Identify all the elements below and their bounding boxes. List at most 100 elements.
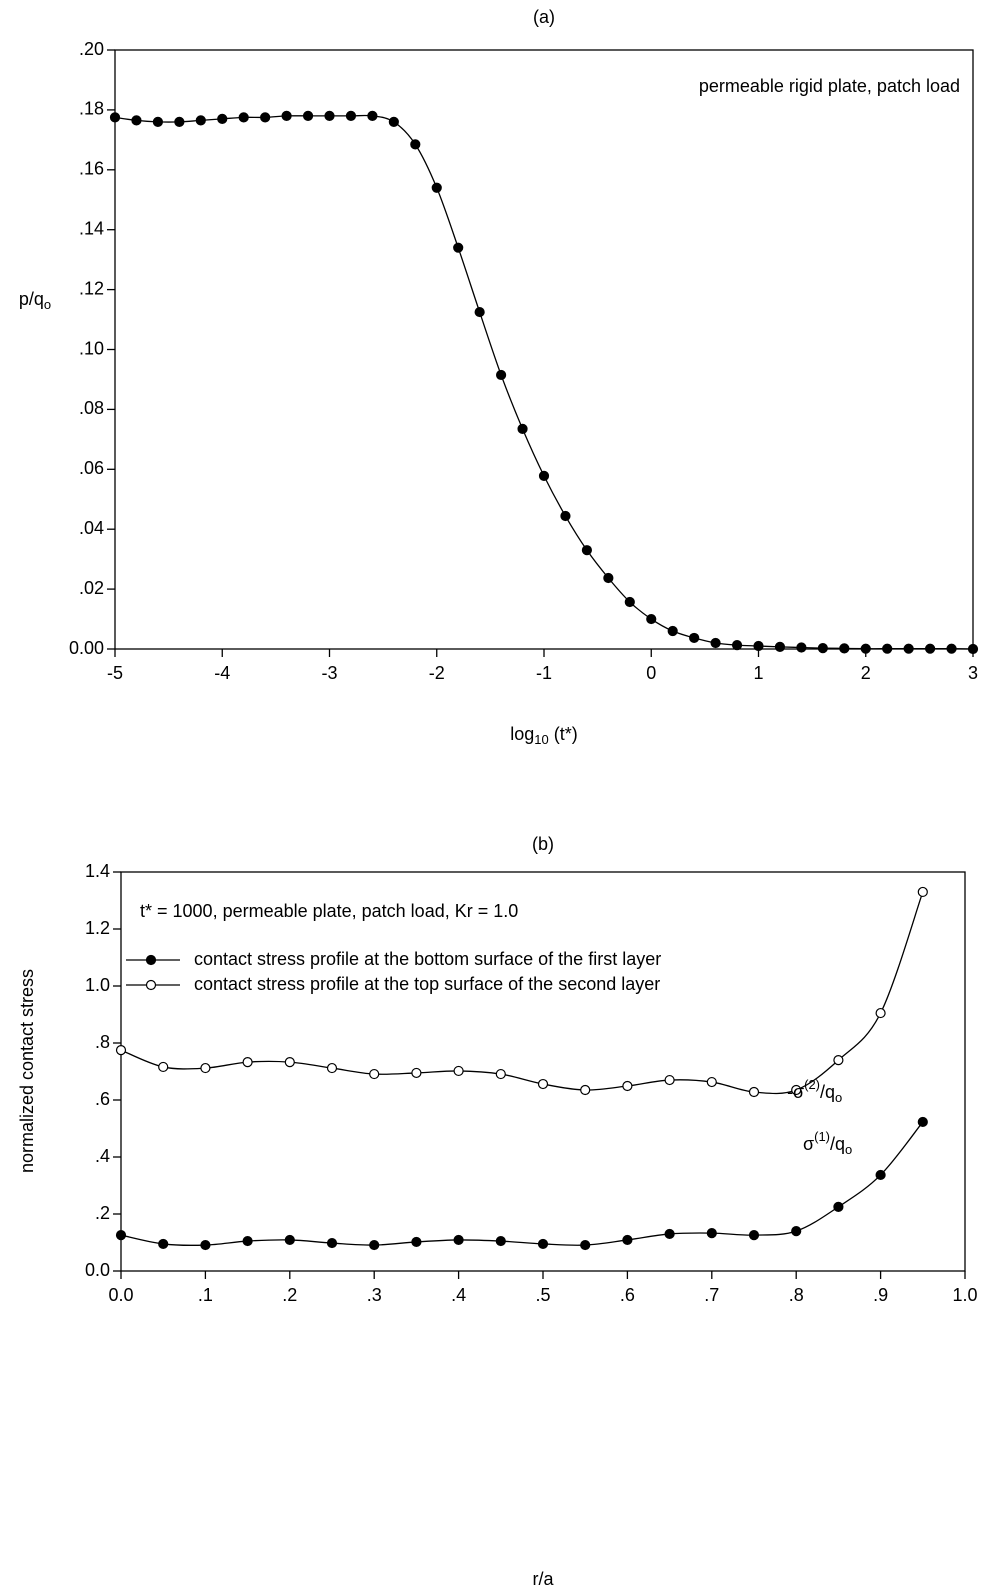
x-axis-label-part: log bbox=[510, 724, 534, 744]
curve-label-part: (2) bbox=[804, 1077, 820, 1092]
y-axis-label-part: o bbox=[44, 297, 51, 312]
x-tick-label: 3 bbox=[968, 663, 978, 683]
marker bbox=[748, 1086, 760, 1098]
marker bbox=[924, 643, 936, 654]
marker bbox=[326, 1237, 338, 1249]
marker bbox=[217, 113, 228, 124]
marker bbox=[453, 1234, 464, 1246]
marker bbox=[748, 1229, 760, 1241]
curve-label: σ(1)/qo bbox=[803, 1129, 852, 1157]
curve-label-part: o bbox=[845, 1142, 852, 1157]
marker bbox=[791, 1225, 802, 1237]
marker bbox=[774, 641, 786, 653]
y-tick-label: .14 bbox=[79, 218, 104, 238]
legend-marker bbox=[145, 979, 157, 991]
curve-label-part: (1) bbox=[814, 1129, 830, 1144]
chart-title: (a) bbox=[533, 7, 555, 27]
x-axis-label-part: (t*) bbox=[549, 724, 578, 744]
legend-marker bbox=[145, 954, 157, 966]
marker bbox=[560, 510, 571, 522]
x-axis-label: log10 (t*) bbox=[510, 724, 578, 748]
x-tick-label: 2 bbox=[861, 663, 871, 683]
marker bbox=[495, 1068, 506, 1080]
marker bbox=[706, 1076, 717, 1088]
y-tick-label: .04 bbox=[79, 518, 104, 538]
marker bbox=[474, 306, 485, 318]
x-tick-label: .3 bbox=[367, 1285, 382, 1305]
marker bbox=[281, 110, 292, 121]
x-tick-label: -4 bbox=[214, 663, 230, 683]
marker bbox=[115, 1045, 127, 1056]
marker bbox=[302, 110, 314, 121]
marker bbox=[411, 1236, 422, 1248]
marker bbox=[882, 643, 893, 654]
marker bbox=[284, 1234, 295, 1246]
x-tick-label: -5 bbox=[107, 663, 123, 683]
marker bbox=[833, 1054, 844, 1066]
y-tick-label: .06 bbox=[79, 458, 104, 478]
annotation: t* = 1000, permeable plate, patch load, … bbox=[140, 901, 518, 921]
x-tick-label: .5 bbox=[535, 1285, 550, 1305]
marker bbox=[706, 1227, 717, 1239]
marker bbox=[967, 643, 979, 655]
x-axis-label: r/a bbox=[532, 1569, 554, 1589]
marker bbox=[109, 112, 121, 123]
marker bbox=[496, 369, 507, 381]
x-tick-label: -3 bbox=[321, 663, 337, 683]
y-tick-label: 1.2 bbox=[85, 918, 110, 938]
y-tick-label: 1.4 bbox=[85, 861, 110, 881]
y-tick-label: 1.0 bbox=[85, 975, 110, 995]
marker bbox=[791, 1084, 802, 1096]
marker bbox=[367, 110, 378, 121]
y-tick-label: .08 bbox=[79, 398, 104, 418]
marker bbox=[875, 1007, 886, 1019]
annotation: permeable rigid plate, patch load bbox=[699, 76, 960, 96]
marker bbox=[411, 1067, 422, 1079]
marker bbox=[195, 115, 206, 126]
marker bbox=[158, 1061, 169, 1073]
y-axis-label-part: p/q bbox=[19, 289, 44, 309]
y-tick-label: .10 bbox=[79, 338, 104, 358]
x-tick-label: 0 bbox=[646, 663, 656, 683]
x-tick-label: .6 bbox=[620, 1285, 635, 1305]
y-tick-label: 0.00 bbox=[69, 638, 104, 658]
marker bbox=[624, 596, 635, 608]
marker bbox=[664, 1074, 675, 1086]
series-line bbox=[120, 891, 924, 1095]
y-tick-label: 0.0 bbox=[85, 1260, 110, 1280]
marker bbox=[860, 643, 871, 654]
marker bbox=[345, 110, 357, 121]
marker bbox=[875, 1169, 886, 1181]
legend-label: contact stress profile at the top surfac… bbox=[194, 974, 660, 994]
y-tick-label: .12 bbox=[79, 278, 104, 298]
marker bbox=[238, 112, 249, 123]
marker bbox=[388, 116, 399, 127]
y-tick-label: .18 bbox=[79, 99, 104, 119]
marker bbox=[667, 625, 678, 637]
y-tick-label: .02 bbox=[79, 578, 104, 598]
marker bbox=[158, 1238, 169, 1250]
marker bbox=[131, 115, 142, 126]
marker bbox=[242, 1235, 253, 1247]
curve-label: -σ(2)/qo bbox=[787, 1077, 842, 1105]
x-tick-label: -1 bbox=[536, 663, 552, 683]
marker bbox=[369, 1068, 380, 1080]
marker bbox=[622, 1080, 633, 1092]
chart-title: (b) bbox=[532, 834, 554, 854]
y-tick-label: .2 bbox=[95, 1203, 110, 1223]
curve-label-part: σ bbox=[803, 1134, 814, 1154]
x-tick-label: .8 bbox=[789, 1285, 804, 1305]
x-axis-label-part: 10 bbox=[534, 732, 548, 747]
x-tick-label: .2 bbox=[282, 1285, 297, 1305]
marker bbox=[495, 1235, 506, 1247]
x-tick-label: .1 bbox=[198, 1285, 213, 1305]
marker bbox=[453, 242, 464, 253]
marker bbox=[453, 1065, 464, 1077]
y-tick-label: .8 bbox=[95, 1032, 110, 1052]
marker bbox=[152, 116, 163, 127]
marker bbox=[326, 1062, 338, 1074]
marker bbox=[324, 110, 335, 121]
curve-label-part: /q bbox=[830, 1134, 845, 1154]
marker bbox=[833, 1201, 844, 1212]
marker bbox=[917, 886, 928, 898]
